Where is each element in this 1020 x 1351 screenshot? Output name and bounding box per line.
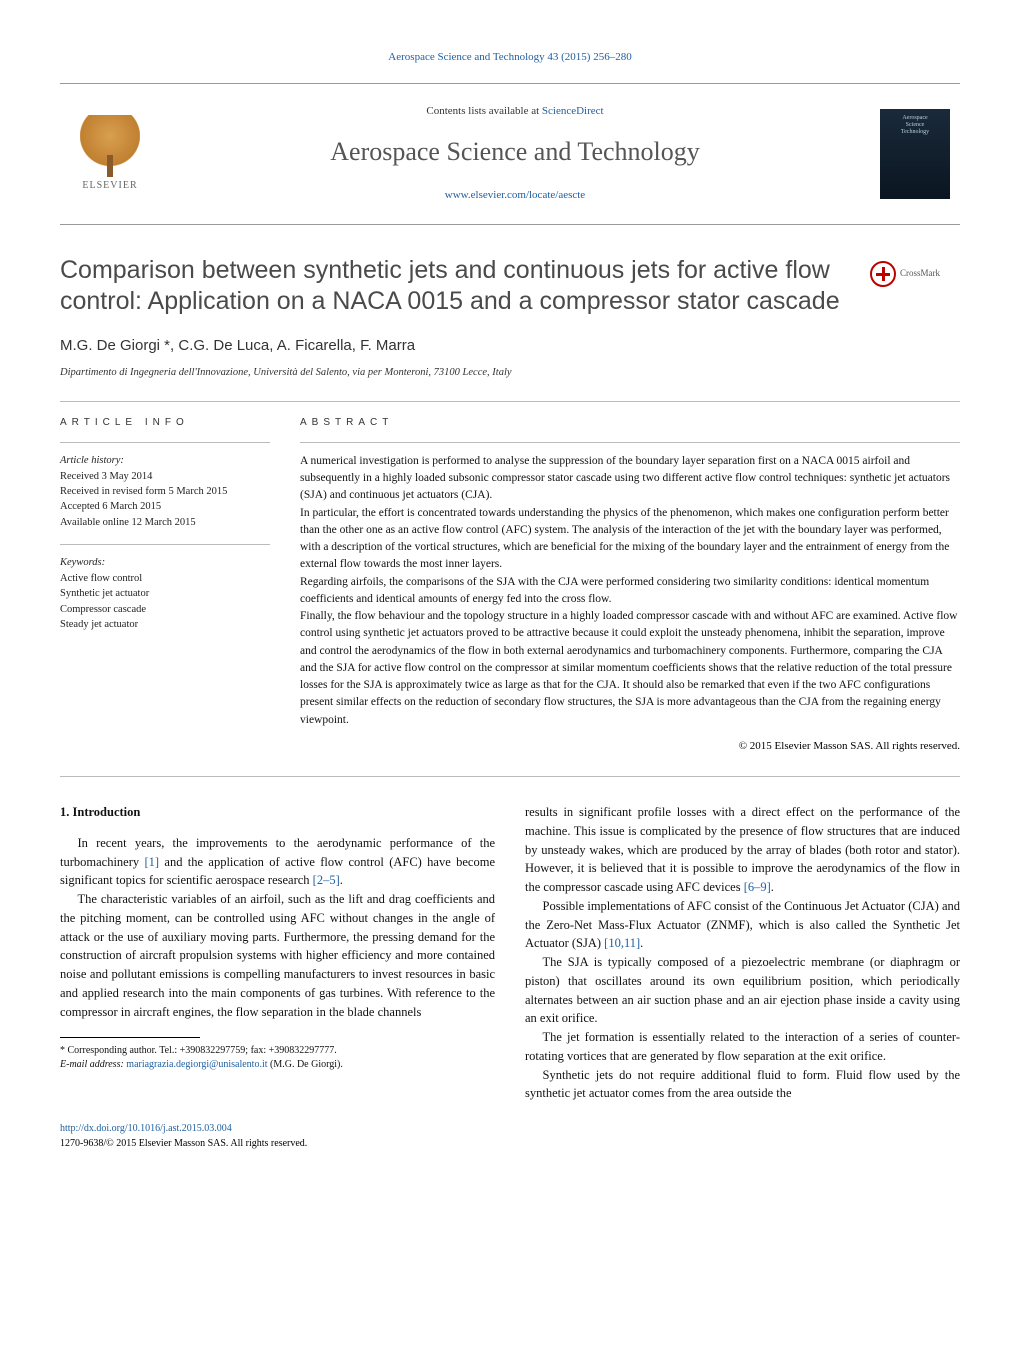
journal-homepage: www.elsevier.com/locate/aescte bbox=[180, 188, 850, 203]
authors-text: M.G. De Giorgi *, C.G. De Luca, A. Ficar… bbox=[60, 337, 415, 354]
keyword: Synthetic jet actuator bbox=[60, 588, 149, 599]
abstract-text: A numerical investigation is performed t… bbox=[300, 453, 960, 729]
crossmark-label: CrossMark bbox=[900, 267, 940, 280]
journal-cover-thumbnail[interactable]: Aerospace Science Technology bbox=[880, 109, 950, 199]
divider bbox=[60, 442, 270, 443]
authors-line: M.G. De Giorgi *, C.G. De Luca, A. Ficar… bbox=[60, 335, 960, 356]
history-line: Received 3 May 2014 bbox=[60, 471, 152, 482]
elsevier-tree-icon bbox=[80, 115, 140, 175]
contents-prefix: Contents lists available at bbox=[426, 105, 541, 117]
keyword: Active flow control bbox=[60, 573, 142, 584]
footnote-separator bbox=[60, 1037, 200, 1038]
history-line: Accepted 6 March 2015 bbox=[60, 501, 161, 512]
corresponding-email-link[interactable]: mariagrazia.degiorgi@unisalento.it bbox=[126, 1059, 267, 1070]
article-info-column: article info Article history: Received 3… bbox=[60, 416, 270, 754]
crossmark-badge[interactable]: CrossMark bbox=[870, 261, 960, 287]
citation-link[interactable]: [1] bbox=[144, 855, 159, 869]
keyword: Steady jet actuator bbox=[60, 619, 138, 630]
section-heading: 1. Introduction bbox=[60, 803, 495, 822]
affiliation: Dipartimento di Ingegneria dell'Innovazi… bbox=[60, 366, 960, 381]
divider bbox=[60, 401, 960, 402]
article-history-block: Article history: Received 3 May 2014 Rec… bbox=[60, 453, 270, 530]
article-title: Comparison between synthetic jets and co… bbox=[60, 255, 850, 318]
cover-thumb-container: Aerospace Science Technology bbox=[870, 94, 960, 213]
body-paragraph: results in significant profile losses wi… bbox=[525, 803, 960, 897]
running-header: Aerospace Science and Technology 43 (201… bbox=[60, 50, 960, 65]
abstract-heading: abstract bbox=[300, 416, 960, 430]
abstract-paragraph: Regarding airfoils, the comparisons of t… bbox=[300, 574, 960, 609]
history-line: Available online 12 March 2015 bbox=[60, 517, 196, 528]
body-paragraph: In recent years, the improvements to the… bbox=[60, 834, 495, 890]
body-paragraph: The jet formation is essentially related… bbox=[525, 1028, 960, 1066]
email-label: E-mail address: bbox=[60, 1059, 124, 1070]
keywords-label: Keywords: bbox=[60, 555, 270, 570]
journal-name: Aerospace Science and Technology bbox=[180, 134, 850, 170]
body-paragraph: The SJA is typically composed of a piezo… bbox=[525, 953, 960, 1028]
sciencedirect-link[interactable]: ScienceDirect bbox=[542, 105, 604, 117]
abstract-column: abstract A numerical investigation is pe… bbox=[300, 416, 960, 754]
body-paragraph: Possible implementations of AFC consist … bbox=[525, 897, 960, 953]
contents-available-line: Contents lists available at ScienceDirec… bbox=[180, 104, 850, 119]
elsevier-logo[interactable]: ELSEVIER bbox=[70, 109, 150, 199]
history-line: Received in revised form 5 March 2015 bbox=[60, 486, 227, 497]
article-info-heading: article info bbox=[60, 416, 270, 430]
history-label: Article history: bbox=[60, 453, 270, 468]
keyword: Compressor cascade bbox=[60, 604, 146, 615]
running-header-link[interactable]: Aerospace Science and Technology 43 (201… bbox=[388, 51, 631, 63]
section-divider bbox=[60, 776, 960, 777]
email-owner: (M.G. De Giorgi). bbox=[270, 1059, 343, 1070]
section-title: Introduction bbox=[73, 805, 141, 819]
masthead-center: Contents lists available at ScienceDirec… bbox=[160, 94, 870, 213]
divider bbox=[300, 442, 960, 443]
publisher-logo-container: ELSEVIER bbox=[60, 94, 160, 213]
cover-line-2: Science bbox=[906, 122, 925, 129]
body-text: 1. Introduction In recent years, the imp… bbox=[60, 803, 960, 1103]
cover-line-1: Aerospace bbox=[902, 115, 927, 122]
cover-line-3: Technology bbox=[901, 129, 929, 136]
abstract-paragraph: A numerical investigation is performed t… bbox=[300, 453, 960, 505]
citation-link[interactable]: [6–9] bbox=[744, 880, 771, 894]
body-paragraph: The characteristic variables of an airfo… bbox=[60, 890, 495, 1021]
keywords-block: Keywords: Active flow control Synthetic … bbox=[60, 555, 270, 632]
doi-link[interactable]: http://dx.doi.org/10.1016/j.ast.2015.03.… bbox=[60, 1123, 232, 1134]
abstract-paragraph: In particular, the effort is concentrate… bbox=[300, 505, 960, 574]
abstract-copyright: © 2015 Elsevier Masson SAS. All rights r… bbox=[300, 739, 960, 754]
issn-copyright-line: 1270-9638/© 2015 Elsevier Masson SAS. Al… bbox=[60, 1138, 307, 1149]
footnote-text: Corresponding author. Tel.: +39083229775… bbox=[68, 1045, 337, 1056]
abstract-paragraph: Finally, the flow behaviour and the topo… bbox=[300, 608, 960, 729]
body-paragraph: Synthetic jets do not require additional… bbox=[525, 1066, 960, 1104]
section-number: 1. bbox=[60, 805, 69, 819]
publisher-name: ELSEVIER bbox=[82, 179, 137, 193]
crossmark-icon bbox=[870, 261, 896, 287]
page-footer: http://dx.doi.org/10.1016/j.ast.2015.03.… bbox=[60, 1121, 960, 1151]
masthead: ELSEVIER Contents lists available at Sci… bbox=[60, 83, 960, 224]
divider bbox=[60, 544, 270, 545]
citation-link[interactable]: [2–5] bbox=[313, 873, 340, 887]
corresponding-author-footnote: * Corresponding author. Tel.: +390832297… bbox=[60, 1044, 495, 1072]
journal-homepage-link[interactable]: www.elsevier.com/locate/aescte bbox=[445, 189, 585, 201]
citation-link[interactable]: [10,11] bbox=[604, 936, 640, 950]
footnote-marker: * bbox=[60, 1045, 65, 1056]
